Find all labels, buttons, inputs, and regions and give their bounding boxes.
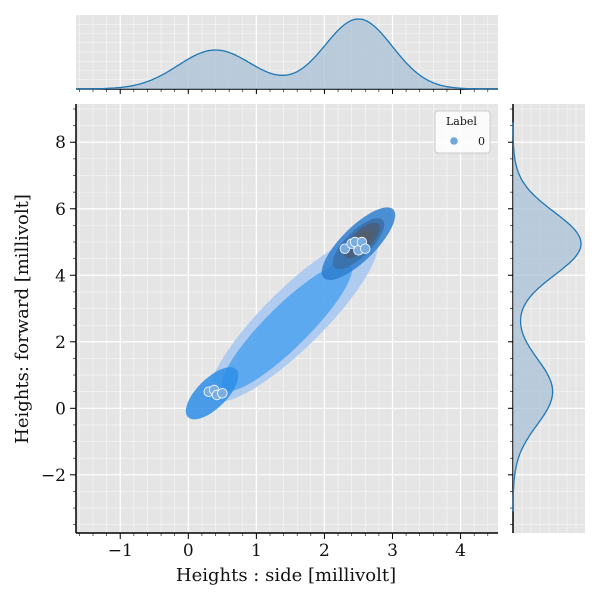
legend-marker [450,137,458,145]
legend-box [434,110,491,154]
data-point [217,388,228,399]
right-marginal-panel [508,104,585,533]
x-tick-label: −1 [108,541,133,561]
x-tick-label: 1 [251,541,262,561]
y-tick-label: 4 [55,266,66,286]
x-tick-label: 4 [455,541,466,561]
x-tick-label: 0 [183,541,194,561]
top-marginal-panel [76,15,498,94]
x-tick-label: 3 [387,541,398,561]
x-tick-label: 2 [319,541,330,561]
top-marginal-curve [76,18,498,90]
right-marginal-curve [512,122,582,512]
y-tick-label: 0 [55,399,66,419]
kde-contour-band [221,262,353,392]
main-scatter-panel: −1 0 1 2 3 4 −2 0 2 4 6 8 [41,104,498,561]
x-axis-title: Heights : side [millivolt] [176,565,396,586]
y-tick-label: −2 [41,466,66,486]
y-tick-label: 2 [55,333,66,353]
legend: Label 0 [434,110,491,154]
data-point [360,243,371,254]
y-tick-label: 8 [55,133,66,153]
y-tick-label: 6 [55,200,66,220]
legend-label: 0 [478,135,485,148]
top-marginal-fill [76,19,498,89]
y-axis-title: Heights: forward [millivolt] [12,194,33,444]
legend-title: Label [446,115,477,128]
right-marginal-fill [513,122,581,512]
